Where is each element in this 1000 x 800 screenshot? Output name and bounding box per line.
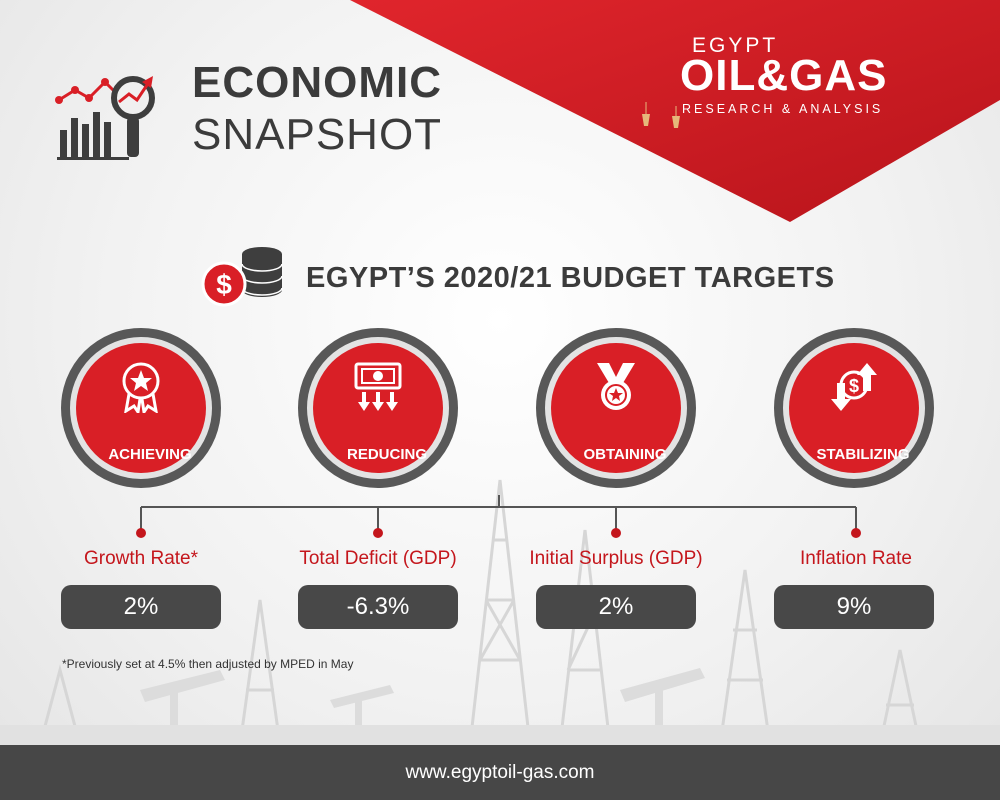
medal-icon [597,363,635,410]
page-title-line2: SNAPSHOT [192,110,443,159]
metric-label-growth-rate: Growth Rate* [83,548,199,569]
metric-label-initial-surplus: Initial Surplus (GDP) [529,548,703,569]
target-circle-achieving: ACHIEVING [61,328,221,488]
dollar-coins-icon: $ [201,247,283,307]
metric-value-growth-rate: 2% [61,585,221,629]
logo-egypt-text: EGYPT [692,34,779,57]
metric-value-inflation-rate: 9% [774,585,934,629]
chart-magnifier-icon [55,76,155,160]
target-label: STABILIZING [816,446,910,463]
logo-subtitle: RESEARCH & ANALYSIS [682,102,884,116]
target-circle-reducing: REDUCING [298,328,458,488]
crescent-lantern-icon [626,42,680,128]
oil-rig-background [0,479,1000,745]
target-label: ACHIEVING [108,446,192,463]
footnote: *Previously set at 4.5% then adjusted by… [62,657,354,671]
target-label: REDUCING [346,446,427,463]
svg-text:$: $ [849,376,859,396]
money-down-arrows-icon [354,362,402,411]
logo-main-text: OIL&GAS [680,51,888,100]
ribbon-star-icon [122,362,160,413]
red-header-banner [350,0,1000,222]
metric-label-inflation-rate: Inflation Rate [800,548,912,569]
target-circle-obtaining: OBTAINING [536,328,696,488]
section-title: EGYPT’S 2020/21 BUDGET TARGETS [306,262,835,294]
metric-value-initial-surplus: 2% [536,585,696,629]
metric-value-total-deficit: -6.3% [298,585,458,629]
target-label: OBTAINING [583,446,667,463]
page-title-line1: ECONOMIC [192,58,442,107]
metric-label-total-deficit: Total Deficit (GDP) [299,548,457,569]
svg-text:$: $ [216,269,232,300]
footer-website-link[interactable]: www.egyptoil-gas.com [405,762,595,783]
target-circle-stabilizing: $ STABILIZING [774,328,934,488]
connector-lines [136,495,861,538]
footer-bar: www.egyptoil-gas.com [0,745,1000,800]
egypt-oil-gas-logo: EGYPT OIL&GAS RESEARCH & ANALYSIS [620,32,950,142]
dollar-up-down-arrows-icon: $ [831,363,877,411]
